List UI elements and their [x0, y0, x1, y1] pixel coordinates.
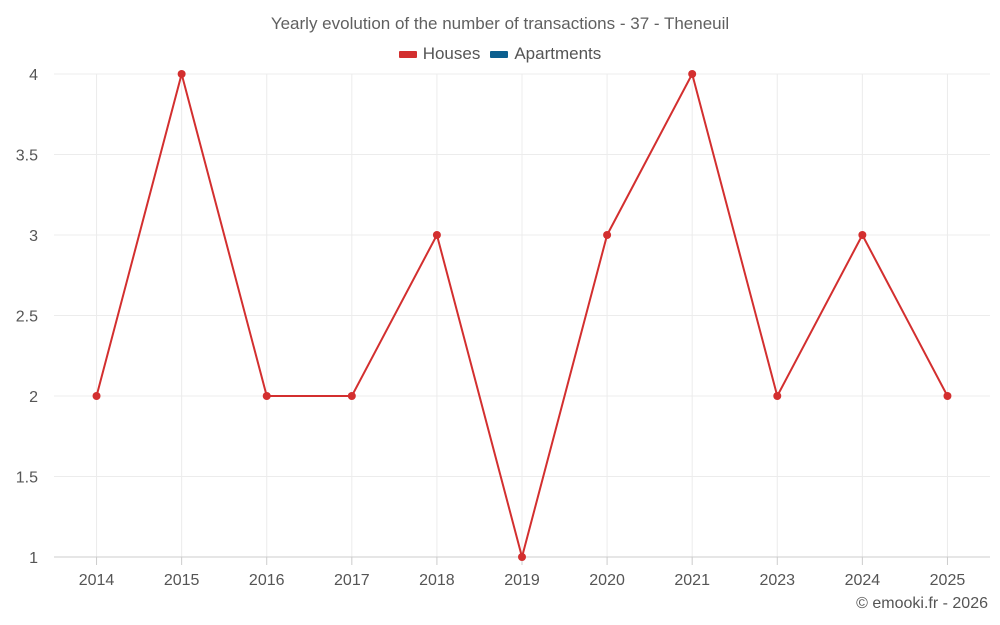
x-tick-label: 2015	[164, 572, 200, 589]
y-tick-label: 2	[29, 389, 38, 406]
data-point-houses	[603, 231, 612, 239]
x-tick-label: 2021	[674, 572, 710, 589]
legend-swatch-apartments	[490, 50, 509, 58]
chart-legend: Houses Apartments	[0, 44, 1000, 64]
y-tick-label: 1.5	[16, 470, 38, 487]
x-tick-label: 2014	[79, 572, 115, 589]
x-tick-label: 2018	[419, 572, 455, 589]
x-tick-label: 2019	[504, 572, 540, 589]
x-tick-label: 2020	[589, 572, 625, 589]
x-tick-label: 2025	[930, 572, 966, 589]
y-tick-label: 3	[29, 228, 38, 245]
y-tick-label: 4	[29, 67, 38, 84]
data-point-houses	[92, 392, 101, 400]
data-point-houses	[177, 70, 186, 78]
x-tick-label: 2016	[249, 572, 285, 589]
data-point-houses	[943, 392, 952, 400]
y-tick-label: 3.5	[16, 148, 38, 165]
legend-swatch-houses	[398, 50, 417, 58]
data-point-houses	[347, 392, 356, 400]
chart-title: Yearly evolution of the number of transa…	[270, 14, 730, 33]
data-point-houses	[432, 231, 441, 239]
y-tick-label: 1	[29, 550, 38, 567]
x-tick-label: 2017	[334, 572, 370, 589]
legend-item-houses[interactable]: Houses	[398, 44, 481, 64]
x-tick-label: 2023	[759, 572, 795, 589]
data-point-houses	[858, 231, 867, 239]
legend-label-apartments: Apartments	[514, 44, 602, 63]
x-tick-label: 2024	[845, 572, 881, 589]
legend-label-houses: Houses	[422, 44, 481, 63]
data-point-houses	[518, 553, 526, 561]
data-point-houses	[688, 70, 697, 78]
legend-item-apartments[interactable]: Apartments	[490, 44, 601, 64]
y-tick-label: 2.5	[16, 309, 38, 326]
credit-text: © emooki.fr - 2026	[856, 595, 988, 612]
data-point-houses	[262, 392, 271, 400]
data-point-houses	[773, 392, 782, 400]
